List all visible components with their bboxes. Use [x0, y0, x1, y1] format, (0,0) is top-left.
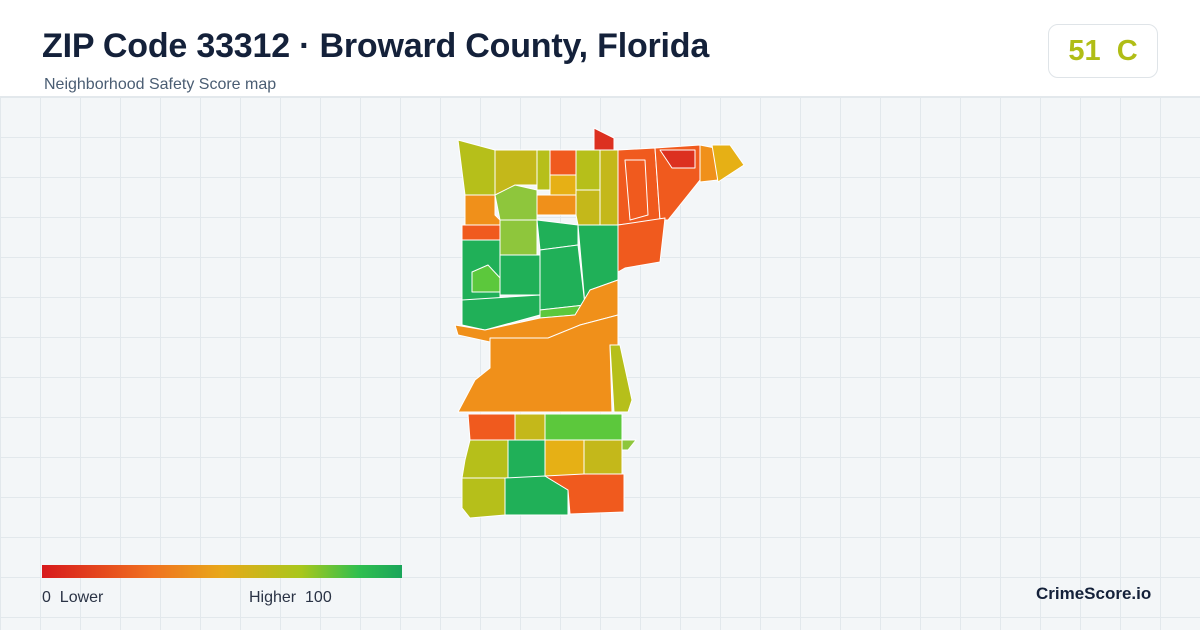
map-region [593, 127, 615, 151]
safety-score-legend-gradient [42, 565, 402, 578]
map-region [544, 473, 625, 515]
map-region [575, 189, 601, 226]
map-region [461, 224, 501, 241]
map-region [575, 149, 601, 191]
map-region [544, 439, 585, 477]
map-region [549, 149, 577, 176]
legend-low-label: 0 Lower [42, 589, 104, 606]
safety-score-badge: 51 C [1048, 24, 1158, 78]
map-region [549, 174, 577, 196]
map-region [461, 439, 509, 479]
map-region [599, 149, 619, 226]
map-region [467, 413, 516, 441]
map-region [499, 219, 538, 256]
map-region [536, 149, 551, 191]
page-title: ZIP Code 33312 · Broward County, Florida [42, 27, 710, 65]
map-region [504, 475, 569, 516]
map-region [544, 413, 623, 441]
map-region [454, 279, 619, 343]
map-region [624, 159, 649, 221]
map-region [609, 344, 633, 413]
legend-high-label: Higher 100 [249, 589, 332, 606]
map-region [711, 144, 745, 183]
map-region [499, 254, 541, 296]
map-region [617, 217, 666, 273]
header-band [0, 0, 1200, 97]
brand-logo-text: CrimeScore.io [1036, 584, 1152, 603]
map-region [461, 477, 506, 519]
map-region [621, 439, 637, 451]
map-region [583, 439, 623, 475]
page-subtitle: Neighborhood Safety Score map [44, 76, 277, 93]
map-region [539, 244, 586, 311]
map-region [461, 294, 541, 331]
map-region [507, 439, 546, 479]
map-region [514, 413, 546, 441]
map-region [464, 194, 501, 226]
map-region [457, 139, 496, 196]
map-region [659, 149, 696, 169]
map-region [536, 194, 577, 216]
